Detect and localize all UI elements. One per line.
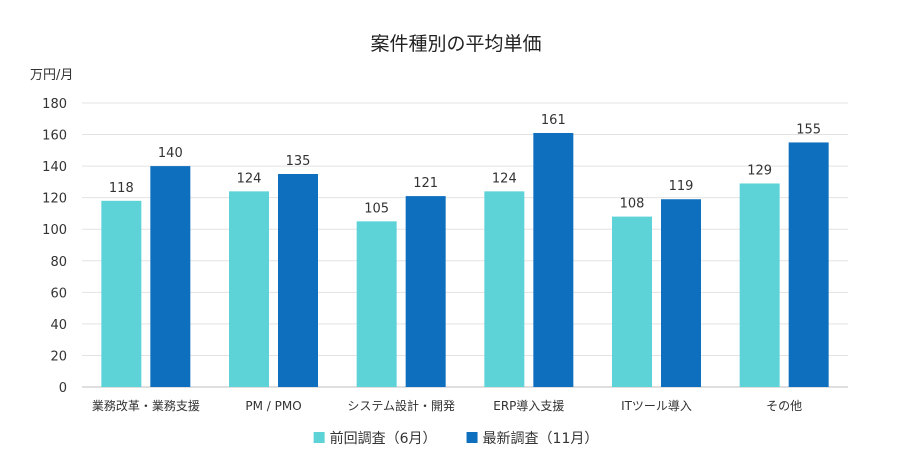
y-tick-label: 140: [42, 160, 67, 175]
bar-series-2-category-4: [533, 132, 574, 387]
legend: 前回調査（6月） 最新調査（11月）: [313, 430, 599, 447]
x-category-label: 業務改革・業務支援: [92, 399, 200, 413]
bar-series-2-category-5: [661, 199, 701, 387]
x-category-label: システム設計・開発: [347, 398, 455, 413]
x-category-label: その他: [766, 399, 802, 413]
data-label: 121: [413, 176, 438, 191]
y-axis-ticks: 0 20 40 60 80 100 120 140 160 180: [42, 97, 67, 396]
bar-series-1-category-2: [229, 191, 269, 387]
bar-series-1-category-3: [356, 221, 397, 387]
data-label: 155: [796, 122, 821, 137]
y-tick-label: 120: [42, 192, 67, 207]
y-tick-label: 60: [50, 286, 67, 301]
gridlines: [82, 102, 848, 388]
y-tick-label: 160: [42, 129, 67, 144]
y-tick-label: 0: [59, 381, 67, 396]
data-label: 135: [286, 154, 311, 169]
chart-title: 案件種別の平均単価: [370, 33, 541, 55]
x-category-label: ITツール導入: [621, 399, 692, 413]
legend-swatch-series-2: [466, 432, 478, 443]
y-tick-label: 40: [50, 318, 67, 333]
data-label: 140: [158, 146, 183, 161]
data-labels: 118 140 124 135 105 121 124 161 108 119 129 155: [109, 113, 821, 216]
bars: [101, 132, 829, 387]
bar-series-1-category-4: [484, 191, 525, 387]
legend-label: 最新調査（11月）: [483, 431, 599, 447]
data-label: 124: [492, 171, 517, 186]
data-label: 118: [109, 181, 134, 196]
bar-series-1-category-6: [739, 183, 780, 387]
y-tick-label: 20: [50, 349, 67, 364]
bar-series-2-category-2: [278, 174, 318, 387]
legend-label: 前回調査（6月）: [330, 430, 437, 447]
bar-series-2-category-6: [788, 142, 829, 387]
y-tick-label: 100: [42, 223, 67, 238]
y-tick-label: 80: [50, 255, 67, 270]
data-label: 119: [669, 179, 694, 194]
legend-swatch-series-1: [313, 432, 325, 443]
data-label: 105: [364, 201, 389, 216]
bar-series-1-category-1: [101, 200, 142, 387]
x-category-label: PM / PMO: [245, 399, 301, 413]
x-category-label: ERP導入支援: [493, 399, 564, 413]
bar-series-2-category-3: [405, 196, 446, 387]
y-tick-label: 180: [42, 97, 67, 112]
data-label: 108: [620, 197, 645, 212]
bar-series-1-category-5: [612, 216, 652, 387]
data-label: 161: [541, 113, 566, 128]
bar-series-2-category-1: [150, 166, 191, 387]
y-axis-unit-label: 万円/月: [30, 68, 73, 83]
x-axis-categories: 業務改革・業務支援 PM / PMO システム設計・開発 ERP導入支援 ITツール導入…: [92, 398, 802, 413]
data-label: 129: [747, 163, 772, 178]
data-label: 124: [237, 171, 262, 186]
